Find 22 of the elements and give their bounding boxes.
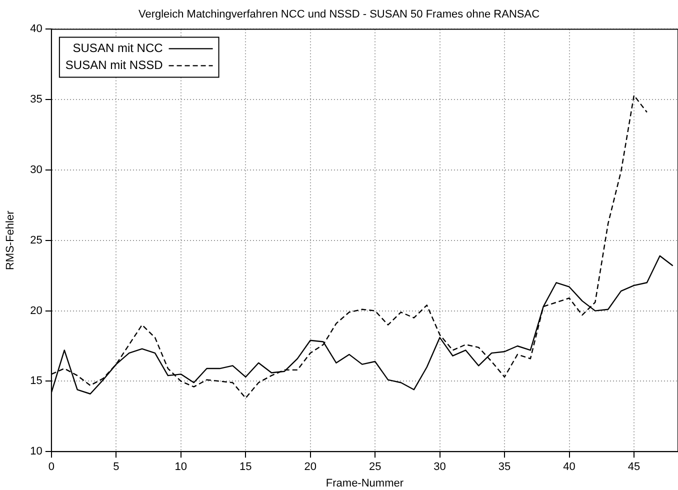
y-axis-title: RMS-Fehler <box>4 210 17 270</box>
y-tick-label: 25 <box>30 234 42 246</box>
x-tick-label: 30 <box>434 461 446 474</box>
x-tick-label: 5 <box>113 461 120 474</box>
x-tick-label: 15 <box>239 461 252 474</box>
y-tick-label: 40 <box>30 23 42 36</box>
x-tick-label: 40 <box>563 461 576 474</box>
x-tick-label: 20 <box>304 461 316 474</box>
y-tick-label: 30 <box>30 164 42 176</box>
y-tick-label: 20 <box>30 304 42 317</box>
x-tick-label: 35 <box>498 461 511 474</box>
y-tick-label: 10 <box>30 446 42 458</box>
y-tick-label: 35 <box>30 94 42 106</box>
x-tick-label: 0 <box>48 461 54 474</box>
x-tick-label: 25 <box>368 461 382 474</box>
chart-title: Vergleich Matchingverfahren NCC und NSSD - SUSAN 50 Frames ohne RANSAC <box>138 8 540 21</box>
x-tick-label: 45 <box>628 461 640 474</box>
y-tick-label: 15 <box>30 375 42 388</box>
x-axis-title: Frame-Nummer <box>326 477 404 490</box>
legend-label: SUSAN mit NSSD <box>65 58 164 72</box>
x-tick-label: 10 <box>174 461 188 474</box>
legend-label: SUSAN mit NCC <box>72 41 164 56</box>
